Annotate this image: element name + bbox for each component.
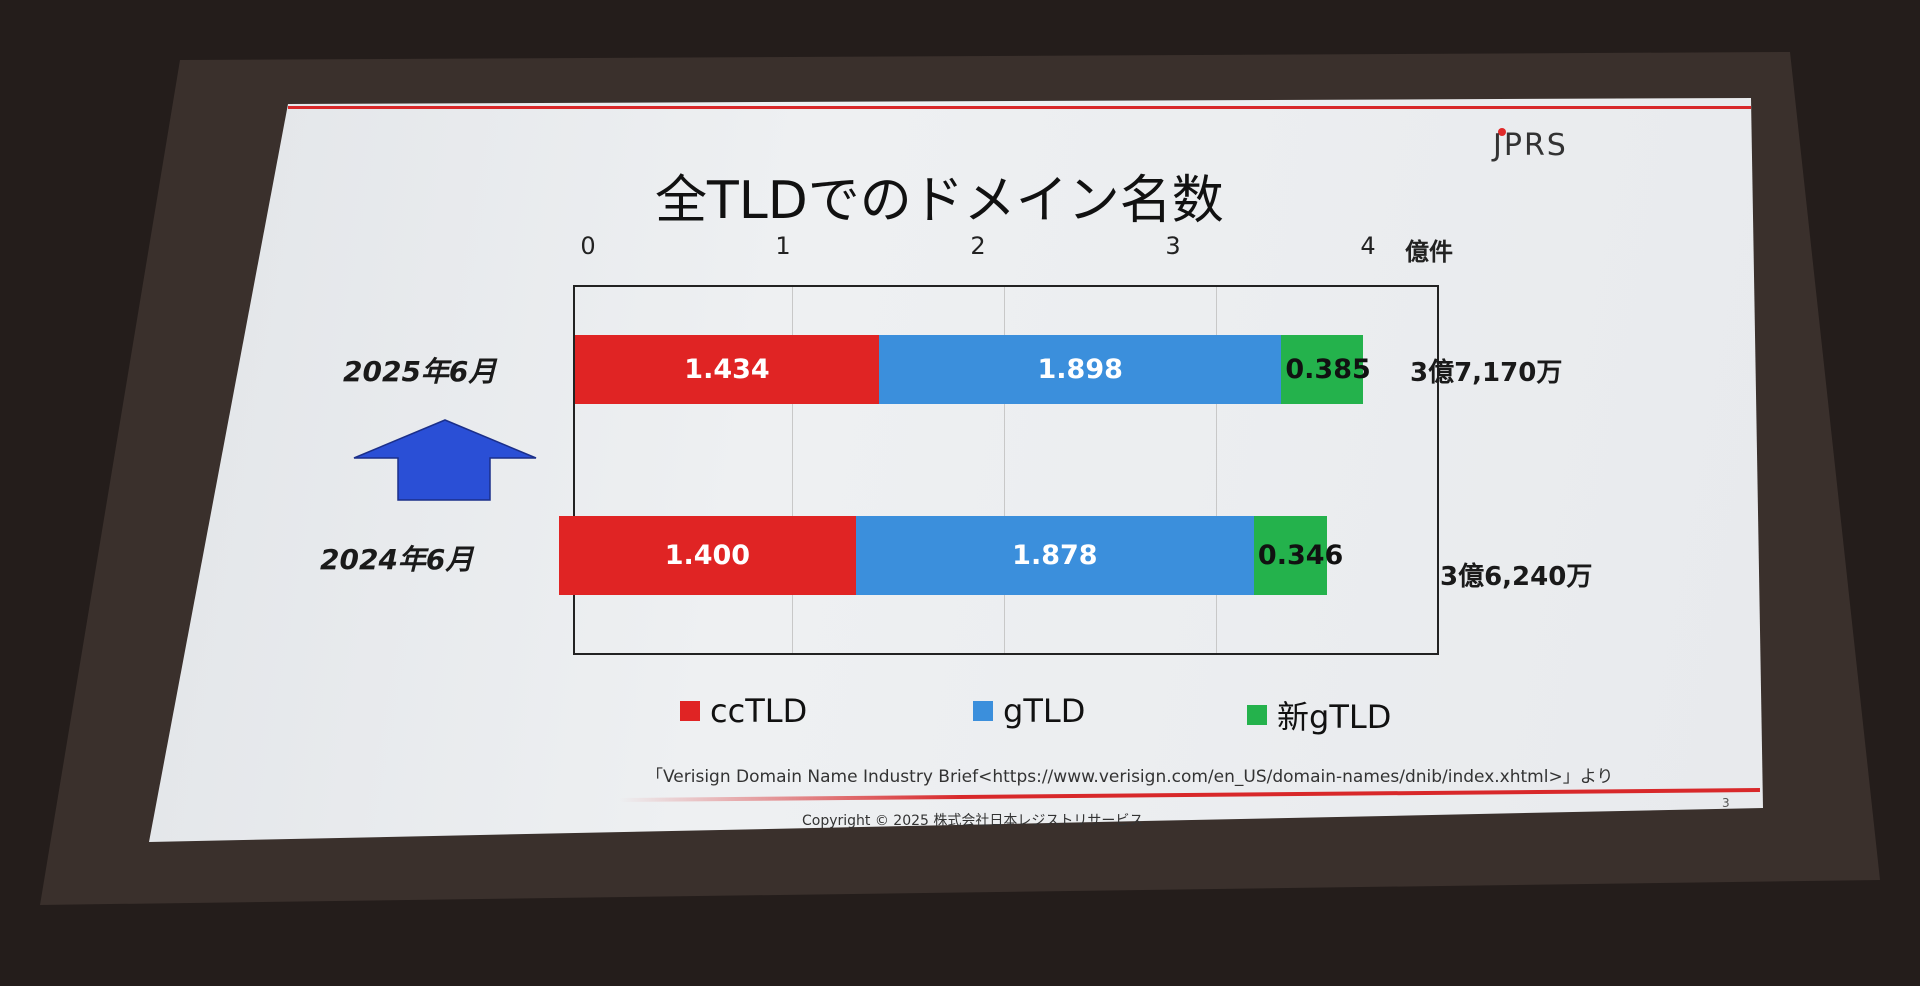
bar-新gTLD-2024年6月: 0.346 (1253, 516, 1343, 595)
data-label: 1.400 (664, 540, 751, 571)
chart-title: 全TLDでのドメイン名数 (655, 171, 1224, 231)
data-label: 1.898 (1037, 354, 1123, 385)
up-arrow-icon (353, 419, 537, 501)
axis-unit: 億件 (1405, 238, 1453, 266)
data-label: 0.346 (1257, 540, 1344, 571)
legend-label: gTLD (1003, 692, 1086, 730)
x-tick-label: 4 (1360, 232, 1376, 260)
x-tick-label: 2 (970, 232, 986, 260)
top-red-line (288, 106, 1751, 109)
copyright: Copyright © 2025 株式会社日本レジストリサービス (802, 813, 1144, 829)
gridline (1216, 287, 1217, 653)
plot-area: 1.434 1.898 0.385 1.400 1.878 0.346 (559, 285, 1439, 655)
legend-swatch-cctld (680, 701, 700, 721)
legend-label: 新gTLD (1277, 698, 1392, 736)
legend-label: ccTLD (710, 692, 808, 730)
legend-item-cctld: ccTLD (680, 692, 807, 730)
legend-swatch-gtld (973, 701, 993, 721)
data-label: 0.385 (1285, 354, 1371, 385)
bar-gTLD-2025年6月: 1.898 (879, 335, 1282, 404)
category-label-2024: 2024年6月 (320, 543, 474, 576)
data-label: 1.878 (1012, 540, 1098, 571)
logo-dot (1498, 128, 1506, 136)
x-tick-label: 1 (775, 232, 791, 260)
legend-item-gtld: gTLD (973, 692, 1085, 730)
category-label-2025: 2025年6月 (343, 355, 497, 388)
x-tick-label: 3 (1165, 232, 1181, 260)
jprs-logo: JPRS (1493, 128, 1568, 163)
legend-item-new-gtld: 新gTLD (1247, 692, 1391, 738)
bar-ccTLD-2024年6月: 1.400 (559, 516, 856, 595)
data-label: 1.434 (684, 354, 770, 385)
bar-新gTLD-2025年6月: 0.385 (1281, 335, 1371, 404)
gridline (792, 287, 793, 653)
bar-ccTLD-2025年6月: 1.434 (575, 335, 879, 404)
source-citation: 「Verisign Domain Name Industry Brief<htt… (646, 767, 1614, 787)
x-tick-label: 0 (580, 232, 596, 260)
legend-swatch-new-gtld (1247, 705, 1267, 725)
gridline (1004, 287, 1005, 653)
page-number: 3 (1722, 796, 1730, 810)
total-label-2024: 3億6,240万 (1440, 562, 1593, 592)
bar-gTLD-2024年6月: 1.878 (855, 516, 1254, 595)
total-label-2025: 3億7,170万 (1410, 358, 1563, 388)
